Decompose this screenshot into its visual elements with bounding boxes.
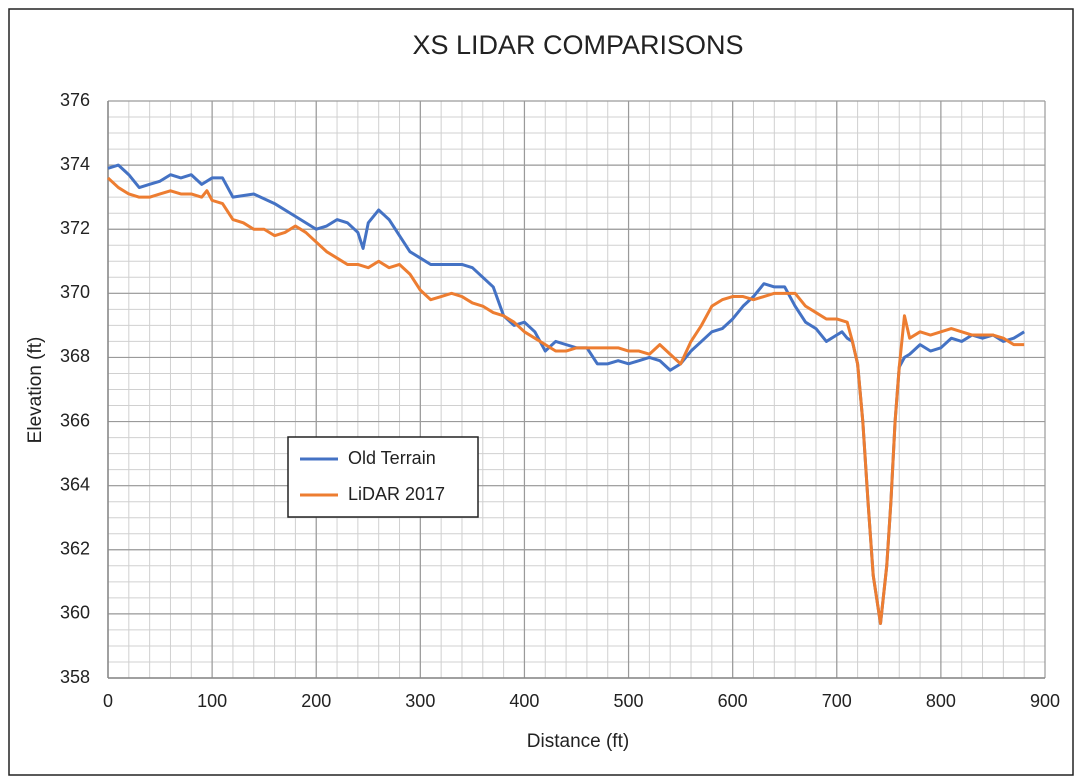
y-tick-label: 366 [60, 410, 90, 430]
x-tick-label: 400 [509, 691, 539, 711]
x-tick-label: 0 [103, 691, 113, 711]
x-axis-label: Distance (ft) [527, 731, 629, 752]
y-tick-label: 360 [60, 603, 90, 623]
y-tick-label: 362 [60, 539, 90, 559]
legend-box [287, 436, 479, 518]
x-tick-label: 500 [614, 691, 644, 711]
x-tick-label: 900 [1030, 691, 1060, 711]
legend-label: Old Terrain [348, 448, 436, 468]
y-tick-label: 368 [60, 346, 90, 366]
x-tick-label: 700 [822, 691, 852, 711]
y-tick-label: 370 [60, 282, 90, 302]
y-axis-label: Elevation (ft) [25, 337, 46, 444]
y-tick-label: 364 [60, 474, 90, 494]
y-tick-label: 374 [60, 154, 90, 174]
x-tick-label: 200 [301, 691, 331, 711]
x-tick-label: 600 [718, 691, 748, 711]
x-tick-label: 100 [197, 691, 227, 711]
chart-title: XS LIDAR COMPARISONS [412, 30, 743, 60]
x-tick-label: 800 [926, 691, 956, 711]
chart-frame [8, 8, 1074, 776]
legend: Old Terrain LiDAR 2017 [287, 436, 479, 518]
y-tick-label: 372 [60, 218, 90, 238]
x-tick-label: 300 [405, 691, 435, 711]
y-tick-label: 376 [60, 90, 90, 110]
legend-label: LiDAR 2017 [348, 484, 445, 504]
y-tick-label: 358 [60, 667, 90, 687]
data-line [106, 176, 1025, 626]
